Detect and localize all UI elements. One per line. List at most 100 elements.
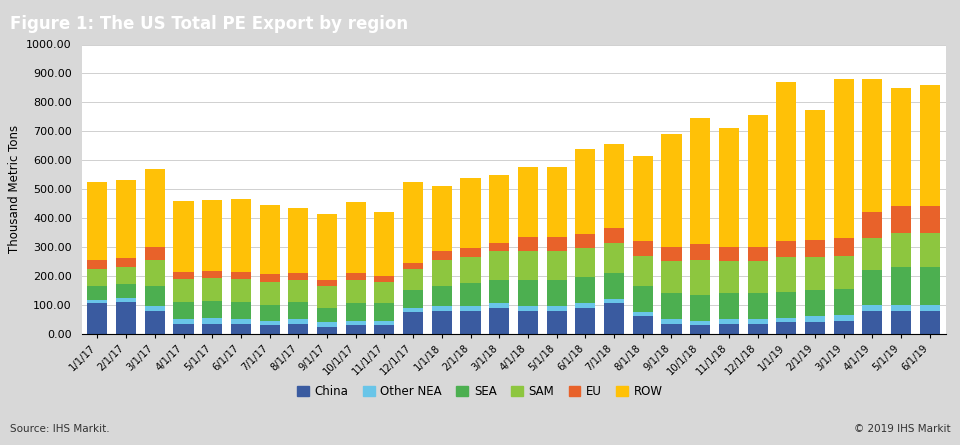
- Bar: [432, 260, 452, 286]
- Bar: [490, 174, 510, 243]
- Bar: [230, 320, 251, 324]
- Bar: [777, 257, 797, 292]
- Bar: [719, 261, 739, 293]
- Bar: [748, 324, 768, 334]
- Legend: China, Other NEA, SEA, SAM, EU, ROW: China, Other NEA, SEA, SAM, EU, ROW: [292, 380, 668, 403]
- Bar: [804, 257, 825, 290]
- Bar: [461, 248, 481, 257]
- Bar: [833, 239, 853, 255]
- Bar: [862, 305, 882, 311]
- Bar: [546, 237, 566, 251]
- Bar: [719, 128, 739, 247]
- Bar: [230, 199, 251, 271]
- Bar: [203, 271, 223, 278]
- Bar: [317, 327, 337, 334]
- Bar: [203, 278, 223, 301]
- Bar: [490, 243, 510, 251]
- Bar: [804, 109, 825, 240]
- Bar: [517, 167, 538, 237]
- Bar: [374, 325, 395, 334]
- Bar: [862, 311, 882, 334]
- Bar: [891, 88, 911, 206]
- Bar: [288, 320, 308, 324]
- Bar: [288, 324, 308, 334]
- Bar: [833, 321, 853, 334]
- Bar: [288, 208, 308, 273]
- Bar: [891, 267, 911, 305]
- Bar: [87, 300, 108, 303]
- Bar: [748, 247, 768, 261]
- Bar: [719, 320, 739, 324]
- Bar: [891, 206, 911, 232]
- Bar: [230, 324, 251, 334]
- Bar: [490, 308, 510, 334]
- Bar: [259, 282, 279, 305]
- Bar: [116, 302, 136, 334]
- Bar: [690, 295, 710, 321]
- Bar: [374, 303, 395, 321]
- Bar: [891, 305, 911, 311]
- Bar: [633, 156, 653, 241]
- Bar: [490, 251, 510, 280]
- Bar: [777, 82, 797, 241]
- Bar: [719, 293, 739, 320]
- Bar: [346, 325, 366, 334]
- Bar: [116, 284, 136, 299]
- Bar: [862, 270, 882, 305]
- Bar: [633, 286, 653, 312]
- Bar: [174, 279, 194, 302]
- Bar: [575, 234, 595, 248]
- Bar: [690, 244, 710, 260]
- Bar: [174, 324, 194, 334]
- Bar: [546, 167, 566, 237]
- Bar: [804, 240, 825, 257]
- Bar: [690, 325, 710, 334]
- Bar: [690, 118, 710, 244]
- Bar: [230, 271, 251, 279]
- Bar: [661, 320, 682, 324]
- Bar: [116, 258, 136, 267]
- Bar: [259, 275, 279, 282]
- Bar: [633, 316, 653, 334]
- Bar: [432, 306, 452, 311]
- Bar: [461, 311, 481, 334]
- Bar: [575, 308, 595, 334]
- Bar: [804, 290, 825, 316]
- Bar: [461, 257, 481, 283]
- Y-axis label: Thousand Metric Tons: Thousand Metric Tons: [8, 125, 21, 253]
- Bar: [87, 182, 108, 260]
- Bar: [403, 312, 423, 334]
- Bar: [661, 324, 682, 334]
- Bar: [661, 293, 682, 320]
- Bar: [461, 306, 481, 311]
- Bar: [920, 267, 940, 305]
- Bar: [777, 292, 797, 318]
- Bar: [145, 286, 165, 306]
- Bar: [604, 228, 624, 243]
- Bar: [403, 308, 423, 312]
- Bar: [862, 79, 882, 212]
- Bar: [374, 282, 395, 303]
- Bar: [804, 322, 825, 334]
- Bar: [145, 169, 165, 247]
- Bar: [690, 260, 710, 295]
- Bar: [87, 286, 108, 300]
- Bar: [432, 251, 452, 260]
- Bar: [661, 261, 682, 293]
- Bar: [490, 303, 510, 308]
- Bar: [346, 321, 366, 325]
- Bar: [288, 280, 308, 302]
- Bar: [690, 321, 710, 325]
- Bar: [145, 260, 165, 286]
- Bar: [517, 306, 538, 311]
- Bar: [174, 201, 194, 271]
- Bar: [633, 312, 653, 316]
- Bar: [517, 280, 538, 306]
- Bar: [862, 239, 882, 270]
- Bar: [661, 134, 682, 247]
- Bar: [748, 293, 768, 320]
- Bar: [374, 321, 395, 325]
- Bar: [461, 178, 481, 248]
- Bar: [546, 306, 566, 311]
- Bar: [432, 186, 452, 251]
